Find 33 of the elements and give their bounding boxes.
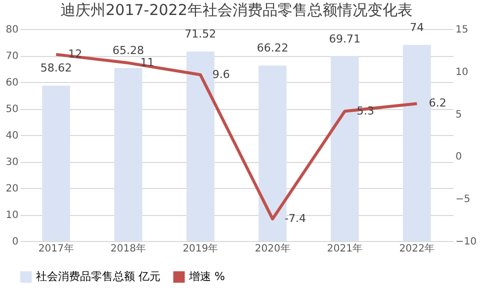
x-tick-label: 2017年 bbox=[38, 242, 74, 254]
y2-tick-label: −10 bbox=[456, 236, 477, 248]
y-tick-label: 10 bbox=[6, 210, 18, 221]
y-tick-label: 0 bbox=[12, 236, 18, 248]
y2-tick-label: 5 bbox=[456, 109, 462, 120]
y-tick-label: 60 bbox=[6, 78, 18, 88]
data-label: 74 bbox=[410, 20, 424, 34]
x-tick-label: 2021年 bbox=[327, 242, 362, 254]
y2-tick-label: 15 bbox=[456, 24, 468, 36]
chart-title: 迪庆州2017-2022年社会消费品零售总额情况变化表 bbox=[60, 0, 412, 19]
y2-tick-label: −5 bbox=[456, 194, 470, 206]
x-tick-label: 2019年 bbox=[182, 242, 218, 254]
y-tick-label: 40 bbox=[6, 130, 18, 142]
x-tick-label: 2020年 bbox=[254, 242, 290, 254]
data-label: 66.22 bbox=[256, 42, 288, 55]
data-label: 58.62 bbox=[40, 62, 72, 75]
data-label: 65.28 bbox=[112, 44, 144, 58]
data-label: 9.6 bbox=[212, 68, 230, 81]
y-tick-label: 50 bbox=[6, 104, 18, 115]
y2-tick-label: 10 bbox=[456, 66, 468, 78]
data-label: 6.2 bbox=[428, 96, 446, 110]
y-tick-label: 20 bbox=[6, 184, 18, 194]
legend-label: 社会消费品零售总额 亿元 bbox=[36, 270, 160, 283]
x-tick-label: 2018年 bbox=[110, 242, 146, 254]
x-tick-label: 2022年 bbox=[399, 242, 435, 254]
data-label: 69.71 bbox=[329, 32, 360, 46]
y-tick-label: 30 bbox=[6, 157, 18, 168]
y-tick-label: 70 bbox=[6, 51, 18, 62]
y-tick-label: 80 bbox=[6, 24, 18, 36]
data-label: 71.52 bbox=[184, 27, 216, 40]
data-label: -7.4 bbox=[284, 212, 306, 225]
y2-tick-label: 0 bbox=[456, 152, 462, 163]
legend-label: 增速 % bbox=[188, 270, 225, 283]
